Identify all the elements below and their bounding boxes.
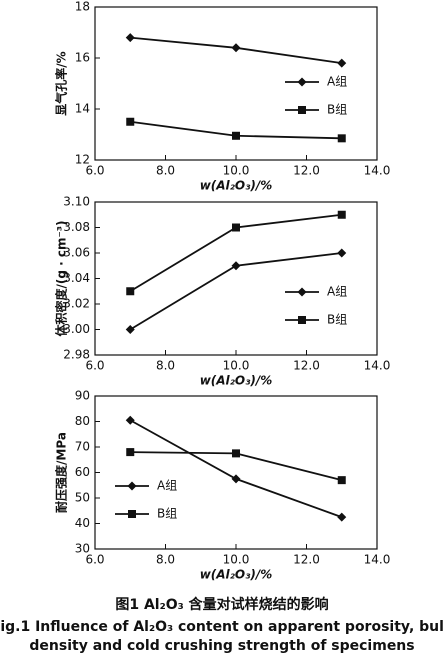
y-tick-label: 3.06 xyxy=(63,246,90,260)
legend-label: B组 xyxy=(327,313,347,327)
marker xyxy=(126,117,135,126)
marker xyxy=(232,449,240,458)
marker xyxy=(126,448,135,457)
y-tick-label: 3.08 xyxy=(63,220,90,234)
x-tick-label: 14.0 xyxy=(364,359,391,373)
y-tick-label: 80 xyxy=(75,414,90,428)
y-tick-label: 3.10 xyxy=(63,195,90,209)
legend-marker xyxy=(297,77,307,87)
x-axis-label: w(Al₂O₃)/% xyxy=(200,568,273,582)
marker xyxy=(126,287,135,296)
legend-label: A组 xyxy=(327,75,347,89)
marker xyxy=(231,261,241,271)
marker xyxy=(337,512,347,522)
y-tick-label: 16 xyxy=(75,51,90,65)
x-tick-label: 12.0 xyxy=(293,359,320,373)
legend-label: B组 xyxy=(157,507,177,521)
y-tick-label: 3.04 xyxy=(63,271,90,285)
x-tick-label: 10.0 xyxy=(223,359,250,373)
caption-en: Fig.1 Influence of Al₂O₃ content on appa… xyxy=(0,619,444,635)
x-axis-label: w(Al₂O₃)/% xyxy=(200,179,273,193)
x-tick-label: 6.0 xyxy=(85,553,104,567)
marker xyxy=(125,415,135,425)
x-tick-label: 14.0 xyxy=(364,553,391,567)
y-axis-label: 耐压强度/MPa xyxy=(54,432,69,513)
marker xyxy=(232,131,240,140)
x-tick-label: 6.0 xyxy=(85,164,104,178)
legend-marker xyxy=(127,481,137,491)
marker xyxy=(125,325,135,334)
y-tick-label: 90 xyxy=(75,389,90,403)
y-tick-label: 40 xyxy=(75,516,90,530)
x-tick-label: 8.0 xyxy=(156,164,175,178)
y-tick-label: 50 xyxy=(75,491,90,505)
plot-frame xyxy=(94,395,378,550)
legend-marker xyxy=(128,510,136,518)
y-tick-label: 3.02 xyxy=(63,297,90,311)
x-tick-label: 14.0 xyxy=(364,164,391,178)
x-tick-label: 10.0 xyxy=(223,553,250,567)
y-tick-label: 70 xyxy=(75,440,90,454)
marker xyxy=(125,33,135,43)
legend-label: B组 xyxy=(327,103,347,117)
legend-label: A组 xyxy=(327,285,347,299)
y-tick-label: 14 xyxy=(75,102,90,116)
marker xyxy=(337,476,346,485)
y-tick-label: 18 xyxy=(75,0,90,14)
series-line xyxy=(129,419,343,518)
y-tick-label: 2.98 xyxy=(63,348,90,362)
marker xyxy=(337,210,346,219)
marker xyxy=(337,248,347,258)
x-tick-label: 6.0 xyxy=(85,359,104,373)
y-tick-label: 30 xyxy=(75,542,90,556)
legend-marker xyxy=(298,316,306,324)
y-axis-label: 体积密度/(g · cm⁻³) xyxy=(54,220,69,336)
marker xyxy=(337,134,346,143)
y-axis-label: 显气孔率/% xyxy=(54,51,69,115)
y-tick-label: 3.00 xyxy=(63,322,90,336)
x-tick-label: 8.0 xyxy=(156,553,175,567)
marker xyxy=(231,43,241,53)
y-tick-label: 60 xyxy=(75,465,90,479)
marker xyxy=(231,474,241,484)
x-axis-label: w(Al₂O₃)/% xyxy=(200,374,273,388)
legend-label: A组 xyxy=(157,479,177,493)
legend-marker xyxy=(298,106,306,114)
x-tick-label: 12.0 xyxy=(293,553,320,567)
marker xyxy=(232,223,240,232)
legend-marker xyxy=(297,287,307,297)
x-tick-label: 12.0 xyxy=(293,164,320,178)
x-tick-label: 10.0 xyxy=(223,164,250,178)
marker xyxy=(337,58,347,68)
caption-cn: 图1 Al₂O₃ 含量对试样烧结的影响 xyxy=(115,596,328,613)
caption-en: density and cold crushing strength of sp… xyxy=(29,638,414,654)
x-tick-label: 8.0 xyxy=(156,359,175,373)
y-tick-label: 12 xyxy=(75,153,90,167)
